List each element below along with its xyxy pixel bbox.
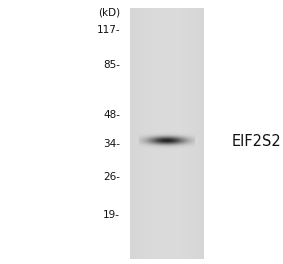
Text: 117-: 117- (97, 25, 120, 35)
Text: EIF2S2: EIF2S2 (232, 134, 282, 149)
Text: 85-: 85- (103, 60, 120, 70)
Text: 34-: 34- (103, 139, 120, 149)
Text: 26-: 26- (103, 172, 120, 182)
Text: 19-: 19- (103, 210, 120, 220)
Text: 48-: 48- (103, 110, 120, 120)
Text: (kD): (kD) (98, 8, 120, 18)
